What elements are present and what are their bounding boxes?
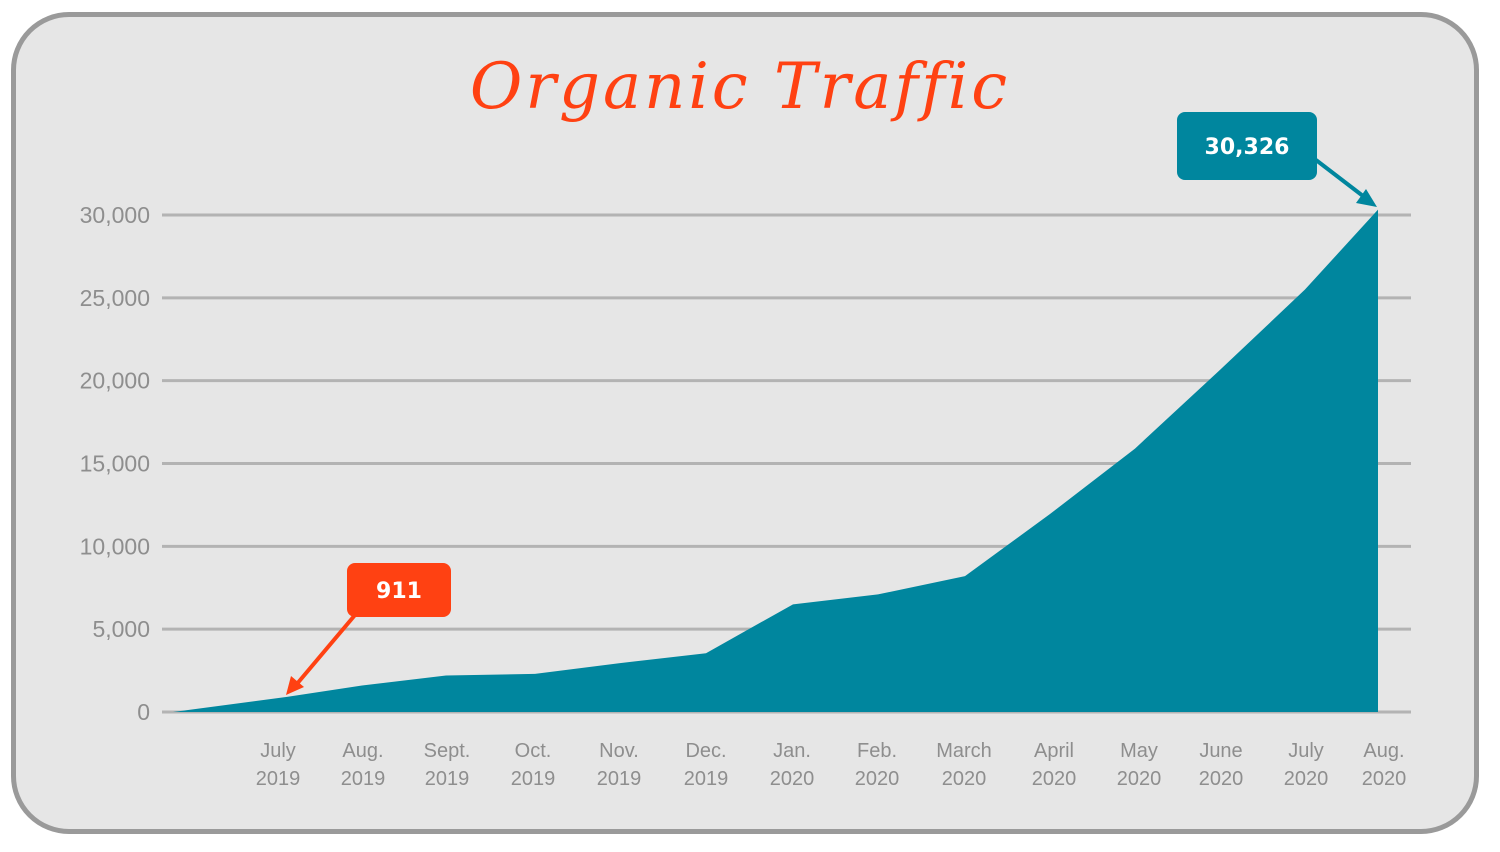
svg-text:Oct.: Oct. <box>515 740 552 762</box>
arrow-end-line <box>1314 158 1365 198</box>
svg-text:2020: 2020 <box>1284 768 1329 790</box>
x-tick-label: Aug. 2020 <box>1362 740 1407 790</box>
y-tick-label: 20,000 <box>80 368 150 394</box>
arrow-start-line <box>294 613 357 687</box>
x-tick-label: Nov. 2019 <box>597 740 642 790</box>
svg-text:April: April <box>1034 740 1074 762</box>
svg-text:Dec.: Dec. <box>685 740 726 762</box>
x-tick-label: Oct. 2019 <box>511 740 556 790</box>
chart-title: Organic Traffic <box>469 50 1011 124</box>
svg-text:July: July <box>1288 740 1324 762</box>
x-tick-label: Feb. 2020 <box>855 740 900 790</box>
callout-start-label: 911 <box>376 579 422 604</box>
svg-text:June: June <box>1199 740 1242 762</box>
svg-text:2020: 2020 <box>1362 768 1407 790</box>
callout-start-box <box>347 563 451 617</box>
x-tick-label: March 2020 <box>936 740 992 790</box>
svg-text:Nov.: Nov. <box>599 740 639 762</box>
y-tick-label: 15,000 <box>80 451 150 477</box>
arrow-start-icon <box>286 676 304 695</box>
svg-text:2019: 2019 <box>341 768 386 790</box>
svg-text:2020: 2020 <box>855 768 900 790</box>
x-tick-label: Sept. 2019 <box>424 740 471 790</box>
svg-text:July: July <box>260 740 296 762</box>
svg-text:May: May <box>1120 740 1158 762</box>
svg-text:2020: 2020 <box>942 768 987 790</box>
svg-text:2020: 2020 <box>770 768 815 790</box>
x-tick-label: April 2020 <box>1032 740 1077 790</box>
y-tick-label: 0 <box>137 699 150 725</box>
arrow-end-icon <box>1356 189 1377 207</box>
svg-text:2019: 2019 <box>256 768 301 790</box>
callout-end-label: 30,326 <box>1205 135 1290 160</box>
x-axis-ticks: July 2019 Aug. 2019 Sept. 2019 Oct. 2019 Nov. 201… <box>256 740 1407 790</box>
traffic-area <box>173 209 1378 712</box>
svg-text:Jan.: Jan. <box>773 740 811 762</box>
callout-start: 911 <box>286 563 451 695</box>
x-tick-label: July 2019 <box>256 740 301 790</box>
svg-text:2019: 2019 <box>425 768 470 790</box>
svg-text:Aug.: Aug. <box>342 740 383 762</box>
callout-end: 30,326 <box>1177 112 1377 207</box>
x-tick-label: July 2020 <box>1284 740 1329 790</box>
y-tick-label: 25,000 <box>80 285 150 311</box>
svg-text:2020: 2020 <box>1199 768 1244 790</box>
y-tick-label: 5,000 <box>92 616 150 642</box>
x-tick-label: June 2020 <box>1199 740 1244 790</box>
svg-text:Aug.: Aug. <box>1363 740 1404 762</box>
y-axis-ticks: 0 5,000 10,000 15,000 20,000 25,000 30,000 <box>80 202 150 725</box>
y-tick-label: 30,000 <box>80 202 150 228</box>
svg-text:2019: 2019 <box>684 768 729 790</box>
svg-text:2020: 2020 <box>1117 768 1162 790</box>
x-tick-label: Jan. 2020 <box>770 740 815 790</box>
x-tick-label: May 2020 <box>1117 740 1162 790</box>
svg-text:Feb.: Feb. <box>857 740 897 762</box>
svg-text:2020: 2020 <box>1032 768 1077 790</box>
svg-text:March: March <box>936 740 992 762</box>
svg-text:2019: 2019 <box>597 768 642 790</box>
x-tick-label: Aug. 2019 <box>341 740 386 790</box>
callout-end-box <box>1177 112 1317 180</box>
svg-text:2019: 2019 <box>511 768 556 790</box>
y-tick-label: 10,000 <box>80 533 150 559</box>
x-tick-label: Dec. 2019 <box>684 740 729 790</box>
svg-text:Sept.: Sept. <box>424 740 471 762</box>
